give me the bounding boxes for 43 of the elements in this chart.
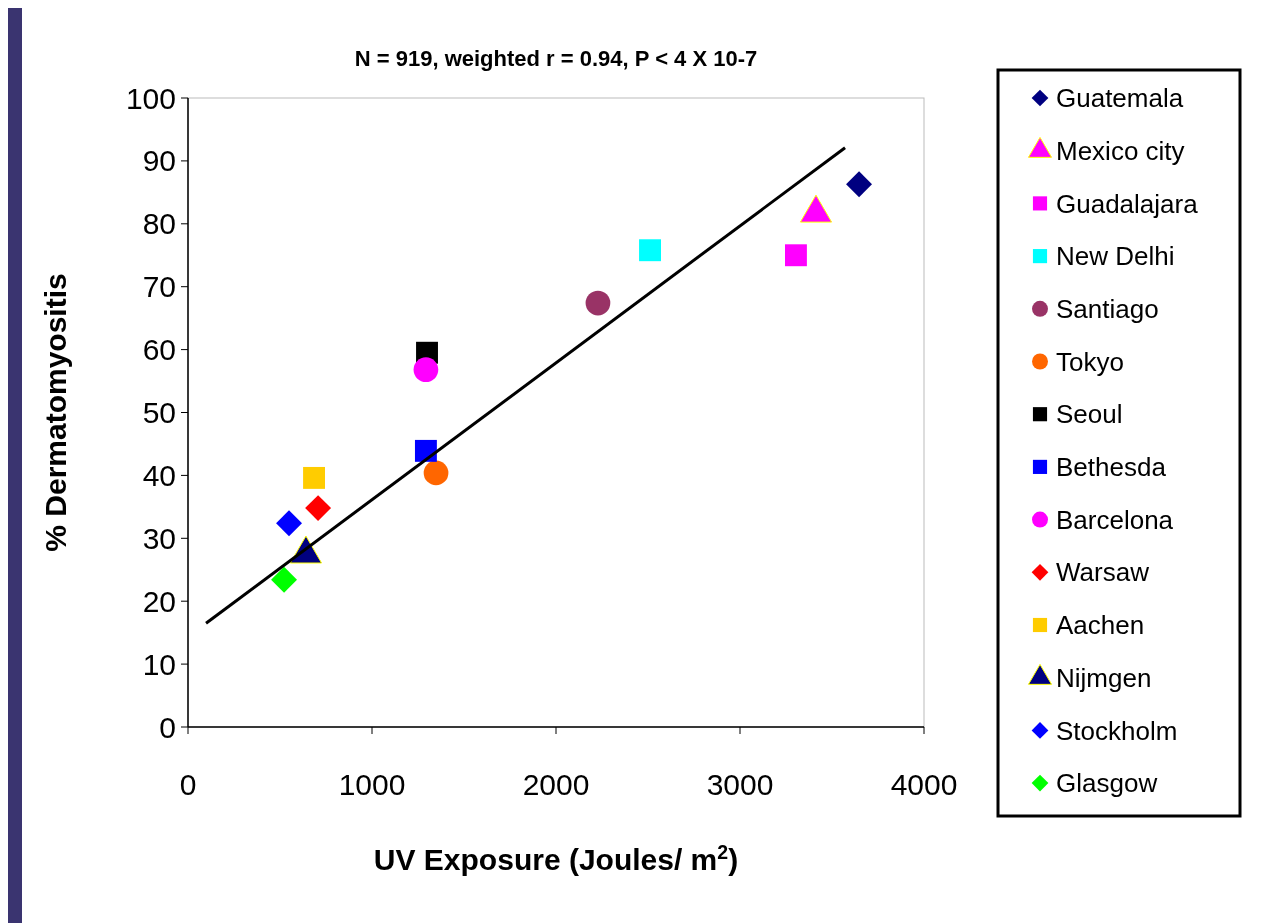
x-tick-label: 3000 bbox=[706, 768, 774, 801]
legend-label: Nijmgen bbox=[1056, 662, 1152, 693]
legend-label: New Delhi bbox=[1056, 241, 1175, 272]
point bbox=[846, 171, 873, 198]
chart-title: N = 919, weighted r = 0.94, P < 4 X 10-7 bbox=[354, 46, 758, 71]
legend-label: Santiago bbox=[1056, 293, 1159, 324]
legend-label: Warsaw bbox=[1056, 557, 1150, 588]
y-tick-label: 0 bbox=[159, 710, 176, 744]
point bbox=[784, 244, 807, 267]
legend-label: Guadalajara bbox=[1056, 188, 1199, 219]
y-tick-label: 30 bbox=[142, 521, 176, 555]
legend-label: Bethesda bbox=[1056, 452, 1167, 482]
x-tick-label: 4000 bbox=[890, 768, 958, 801]
y-tick-label: 60 bbox=[142, 333, 176, 367]
point bbox=[585, 290, 611, 316]
point bbox=[639, 239, 661, 262]
y-tick-label: 100 bbox=[125, 81, 176, 115]
point bbox=[303, 466, 325, 489]
y-tick-label: 40 bbox=[142, 458, 176, 492]
x-tick-label: 0 bbox=[179, 768, 197, 801]
y-tick-label: 50 bbox=[142, 396, 176, 429]
y-tick-label: 80 bbox=[142, 207, 176, 241]
x-axis-title: UV Exposure (Joules/ m$^{2}$) bbox=[373, 841, 739, 876]
legend-label: Tokyo bbox=[1056, 346, 1124, 377]
y-tick-label: 70 bbox=[142, 270, 176, 304]
point bbox=[276, 510, 302, 537]
point bbox=[413, 357, 439, 383]
legend-label: Guatemala bbox=[1056, 83, 1184, 114]
x-tick-label: 2000 bbox=[522, 768, 590, 801]
x-tick-label: 1000 bbox=[338, 768, 406, 801]
legend-label: Mexico city bbox=[1056, 135, 1185, 166]
point bbox=[271, 566, 298, 593]
legend-label: Barcelona bbox=[1056, 504, 1174, 535]
y-tick-label: 90 bbox=[142, 144, 176, 178]
legend-label: Glasgow bbox=[1056, 768, 1158, 799]
point bbox=[423, 460, 449, 486]
y-tick-label: 20 bbox=[142, 584, 176, 618]
legend-label: Seoul bbox=[1056, 399, 1123, 430]
legend-label: Aachen bbox=[1056, 610, 1145, 641]
legend-label: Stockholm bbox=[1056, 715, 1178, 746]
y-tick-label: 10 bbox=[142, 647, 176, 681]
point bbox=[305, 495, 332, 522]
y-axis-title: % Dermatomyositis bbox=[39, 273, 72, 552]
